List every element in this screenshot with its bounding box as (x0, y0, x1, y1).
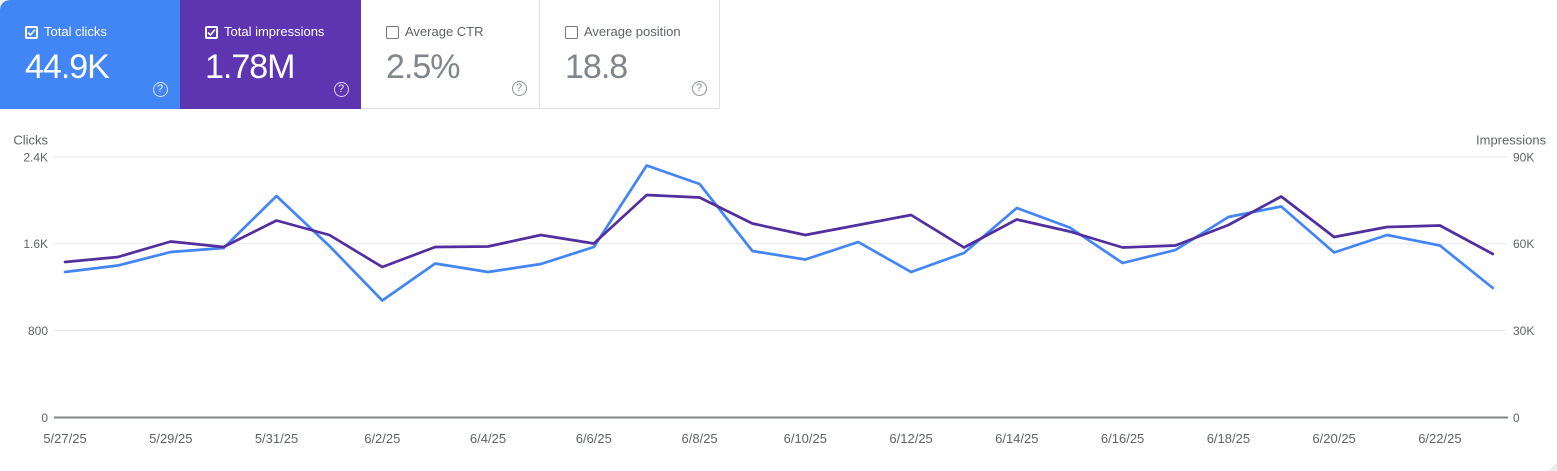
svg-text:6/8/25: 6/8/25 (682, 431, 718, 446)
svg-text:6/16/25: 6/16/25 (1101, 431, 1144, 446)
svg-text:0: 0 (1513, 411, 1520, 425)
svg-text:2.4K: 2.4K (23, 151, 48, 165)
svg-text:90K: 90K (1513, 151, 1534, 165)
svg-text:5/29/25: 5/29/25 (149, 431, 192, 446)
svg-text:0: 0 (41, 411, 48, 425)
svg-text:30K: 30K (1513, 324, 1534, 338)
svg-text:1.6K: 1.6K (23, 237, 48, 251)
svg-text:6/22/25: 6/22/25 (1418, 431, 1461, 446)
svg-text:6/6/25: 6/6/25 (576, 431, 612, 446)
svg-text:6/20/25: 6/20/25 (1312, 431, 1355, 446)
svg-text:60K: 60K (1513, 237, 1534, 251)
svg-text:6/2/25: 6/2/25 (364, 431, 400, 446)
svg-text:800: 800 (28, 324, 48, 338)
svg-text:5/27/25: 5/27/25 (43, 431, 86, 446)
svg-text:Clicks: Clicks (13, 133, 48, 148)
svg-text:6/18/25: 6/18/25 (1207, 431, 1250, 446)
svg-text:6/10/25: 6/10/25 (784, 431, 827, 446)
svg-text:5/31/25: 5/31/25 (255, 431, 298, 446)
svg-text:Impressions: Impressions (1476, 133, 1547, 148)
svg-text:6/4/25: 6/4/25 (470, 431, 506, 446)
svg-text:6/12/25: 6/12/25 (889, 431, 932, 446)
svg-text:6/14/25: 6/14/25 (995, 431, 1038, 446)
